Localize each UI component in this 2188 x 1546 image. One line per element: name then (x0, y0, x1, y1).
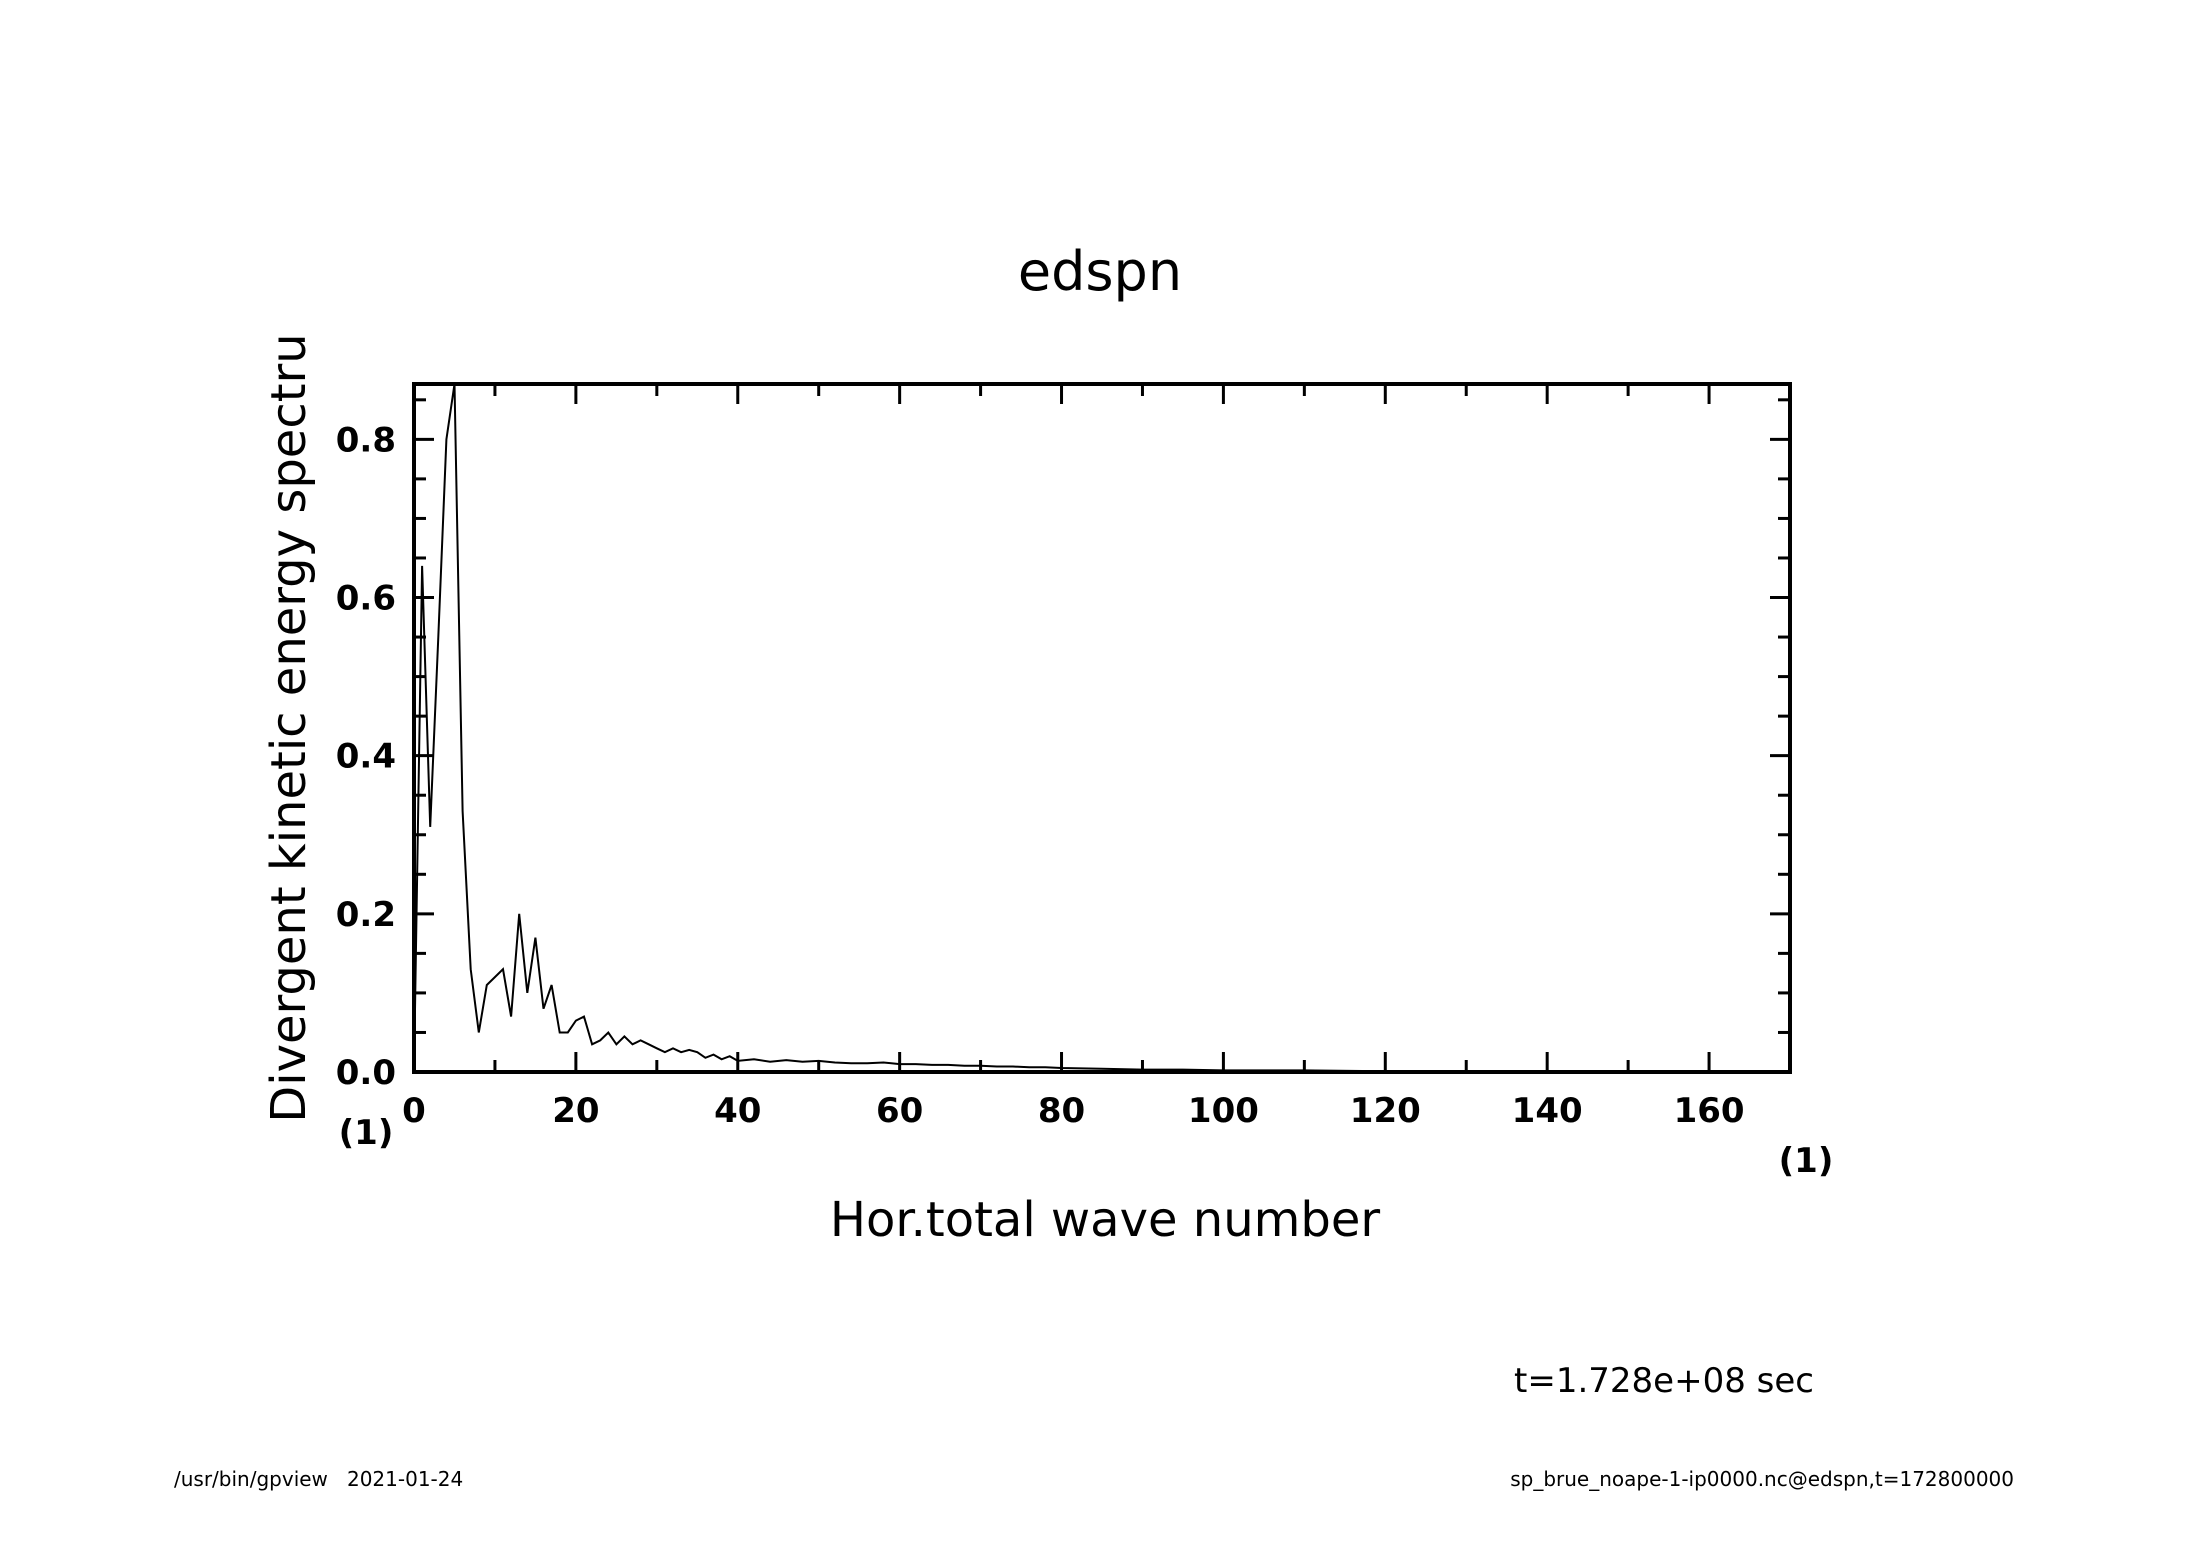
time-annotation: t=1.728e+08 sec (1514, 1361, 1814, 1401)
axis-ticks (412, 384, 1792, 1074)
y-tick-label: 0.2 (336, 895, 396, 935)
x-tick-label: 60 (876, 1091, 923, 1131)
x-tick-label: 120 (1350, 1091, 1421, 1131)
x-tick-label: 100 (1188, 1091, 1259, 1131)
y-tick-label: 0.0 (336, 1053, 396, 1093)
x-tick-label: 140 (1512, 1091, 1583, 1131)
plot-frame (412, 382, 1792, 1074)
x-tick-label: 80 (1038, 1091, 1085, 1131)
y-tick-label: 0.4 (336, 737, 396, 777)
x-tick-label: 20 (552, 1091, 599, 1131)
axis-tick-labels: 0 20 40 60 80 100 120 140 160 0.0 0.2 0.4 0.6 0.8 (336, 420, 1745, 1131)
y-axis-label: Divergent kinetic energy spectru (261, 333, 317, 1122)
y-tick-label: 0.8 (336, 420, 396, 460)
x-unit-label: (1) (339, 1113, 394, 1153)
y-unit-label: (1) (1779, 1141, 1834, 1181)
x-tick-label: 0 (402, 1091, 426, 1131)
x-tick-label: 40 (714, 1091, 761, 1131)
x-tick-label: 160 (1674, 1091, 1745, 1131)
x-axis-label: Hor.total wave number (830, 1192, 1381, 1248)
y-tick-label: 0.6 (336, 579, 396, 619)
footer-left: /usr/bin/gpview 2021-01-24 (174, 1467, 463, 1491)
series-line (413, 383, 1791, 1073)
footer-right: sp_brue_noape-1-ip0000.nc@edspn,t=172800… (1510, 1467, 2014, 1491)
chart-title: edspn (1018, 240, 1182, 303)
